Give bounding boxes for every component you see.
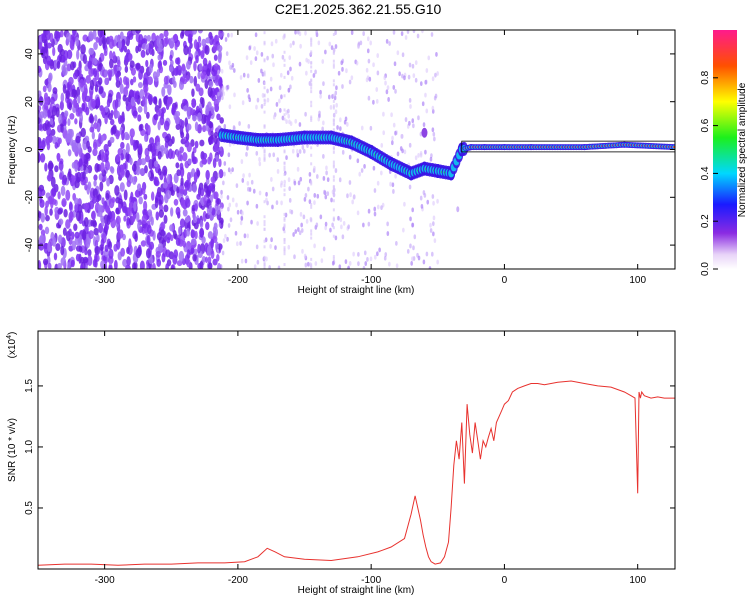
snr-frame (37, 330, 676, 570)
snr-y-scale: (x104) (6, 332, 18, 359)
snr-x-tick-label: -300 (95, 575, 115, 586)
snr-x-tick-label: 0 (502, 575, 508, 586)
colorbar-tick-label: 0.8 (700, 70, 711, 84)
spectrogram-y-ticks: -40 -20 0 20 40 (24, 48, 675, 252)
colorbar-gradient (713, 30, 737, 269)
spectrogram-image (38, 30, 675, 269)
snr-x-tick-label: 100 (629, 575, 646, 586)
spectrogram-x-tick-label: -200 (228, 275, 248, 286)
spectrogram-y-tick-label: 20 (24, 96, 35, 108)
snr-x-ticks: -300 -200 -100 0 100 (95, 331, 646, 586)
snr-y-tick-label: 1.5 (24, 379, 35, 393)
spectrogram-y-tick-label: 0 (24, 146, 35, 152)
snr-panel: -300 -200 -100 0 100 0.5 1.0 1.5 Height of str… (6, 330, 676, 596)
spectrogram-x-tick-label: -100 (361, 275, 381, 286)
snr-series-line (38, 380, 675, 566)
snr-x-label: Height of straight line (km) (298, 585, 415, 596)
spectrogram-y-label: Frequency (Hz) (7, 116, 18, 185)
spectrogram-y-tick-label: -40 (24, 237, 35, 252)
spectrogram-x-tick-label: 100 (629, 275, 646, 286)
snr-y-ticks: 0.5 1.0 1.5 (24, 379, 675, 515)
spectrogram-x-tick-label: 0 (502, 275, 508, 286)
snr-x-tick-label: -100 (361, 575, 381, 586)
snr-x-tick-label: -200 (228, 575, 248, 586)
colorbar-tick-label: 0.4 (700, 166, 711, 180)
spectrogram-x-label: Height of straight line (km) (298, 285, 415, 296)
colorbar-ticks: 0.0 0.2 0.4 0.6 0.8 (700, 70, 718, 276)
snr-y-label: SNR (10 * v/v) (7, 418, 18, 482)
colorbar-tick-label: 0.6 (700, 118, 711, 132)
spectrogram-x-tick-label: -300 (95, 275, 115, 286)
colorbar-tick-label: 0.0 (700, 262, 711, 276)
spectrogram-x-ticks: -300 -200 -100 0 100 (95, 30, 646, 286)
spectrogram-y-tick-label: 40 (24, 48, 35, 60)
colorbar-tick-label: 0.2 (700, 214, 711, 228)
spectrogram-y-tick-label: -20 (24, 190, 35, 205)
snr-y-tick-label: 0.5 (24, 501, 35, 515)
chart-title: C2E1.2025.362.21.55.G10 (275, 1, 442, 17)
colorbar: 0.0 0.2 0.4 0.6 0.8 Normalized spectral ampl… (700, 30, 748, 276)
colorbar-label: Normalized spectral amplitude (737, 82, 748, 217)
snr-y-tick-label: 1.0 (24, 440, 35, 454)
